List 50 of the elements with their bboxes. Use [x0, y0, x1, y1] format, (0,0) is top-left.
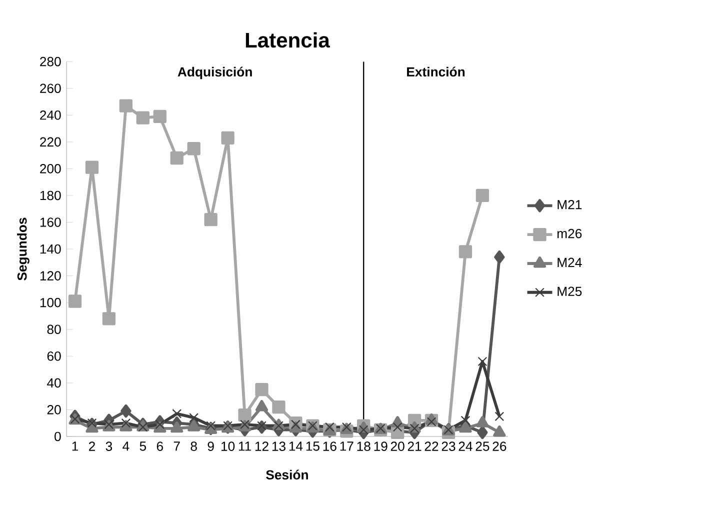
y-tick-label: 120 [40, 271, 61, 280]
x-tick-label: 21 [408, 442, 422, 451]
x-tick-label: 1 [72, 442, 78, 451]
x-tick-label: 15 [306, 442, 320, 451]
y-tick-label: 200 [40, 164, 61, 174]
y-tick-label: 280 [40, 56, 61, 66]
x-tick-label: 6 [156, 442, 163, 451]
y-tick-label: 240 [40, 110, 61, 120]
x-tick-label: 13 [272, 442, 286, 451]
y-tick-label: 260 [40, 84, 61, 93]
x-tick-label: 18 [357, 442, 370, 451]
x-tick-label: 5 [140, 442, 146, 451]
y-tick-label: 0 [54, 432, 61, 442]
x-tick-label: 2 [88, 442, 95, 451]
x-tick-label: 23 [442, 442, 456, 451]
annotation: Adquisición [178, 66, 252, 80]
y-tick-label: 20 [47, 404, 61, 414]
y-tick-label: 180 [40, 190, 61, 200]
x-tick-label: 11 [238, 442, 251, 451]
legend-label: M21 [558, 200, 582, 210]
x-tick-label: 7 [174, 442, 180, 451]
x-tick-label: 26 [492, 442, 506, 451]
x-tick-label: 20 [390, 442, 404, 451]
y-axis-title: Segundos [17, 218, 30, 280]
x-tick-label: 24 [458, 442, 472, 451]
y-tick-label: 140 [40, 244, 61, 254]
x-tick-label: 19 [374, 442, 388, 451]
x-tick-label: 16 [323, 442, 336, 451]
y-tick-label: 160 [40, 218, 61, 227]
x-tick-label: 25 [476, 442, 490, 451]
x-tick-label: 17 [340, 442, 354, 451]
legend-label: M24 [558, 258, 582, 267]
y-tick-label: 220 [40, 137, 61, 147]
x-tick-label: 3 [106, 442, 112, 451]
x-tick-label: 12 [255, 442, 268, 451]
x-tick-label: 14 [289, 442, 303, 451]
annotation: Extinción [407, 66, 465, 76]
x-tick-label: 9 [208, 442, 214, 451]
y-tick-label: 40 [47, 378, 61, 388]
x-tick-label: 4 [122, 442, 130, 451]
x-tick-label: 8 [190, 442, 197, 451]
x-tick-label: 10 [221, 442, 235, 451]
y-tick-label: 60 [47, 351, 61, 361]
x-tick-label: 22 [424, 442, 438, 451]
y-tick-label: 100 [40, 298, 61, 308]
chart-title: Latencia [246, 32, 330, 48]
legend-label: M25 [558, 286, 582, 296]
x-axis-title: Sesión [266, 470, 308, 480]
legend-label: m26 [557, 228, 582, 238]
y-tick-label: 80 [47, 324, 61, 334]
